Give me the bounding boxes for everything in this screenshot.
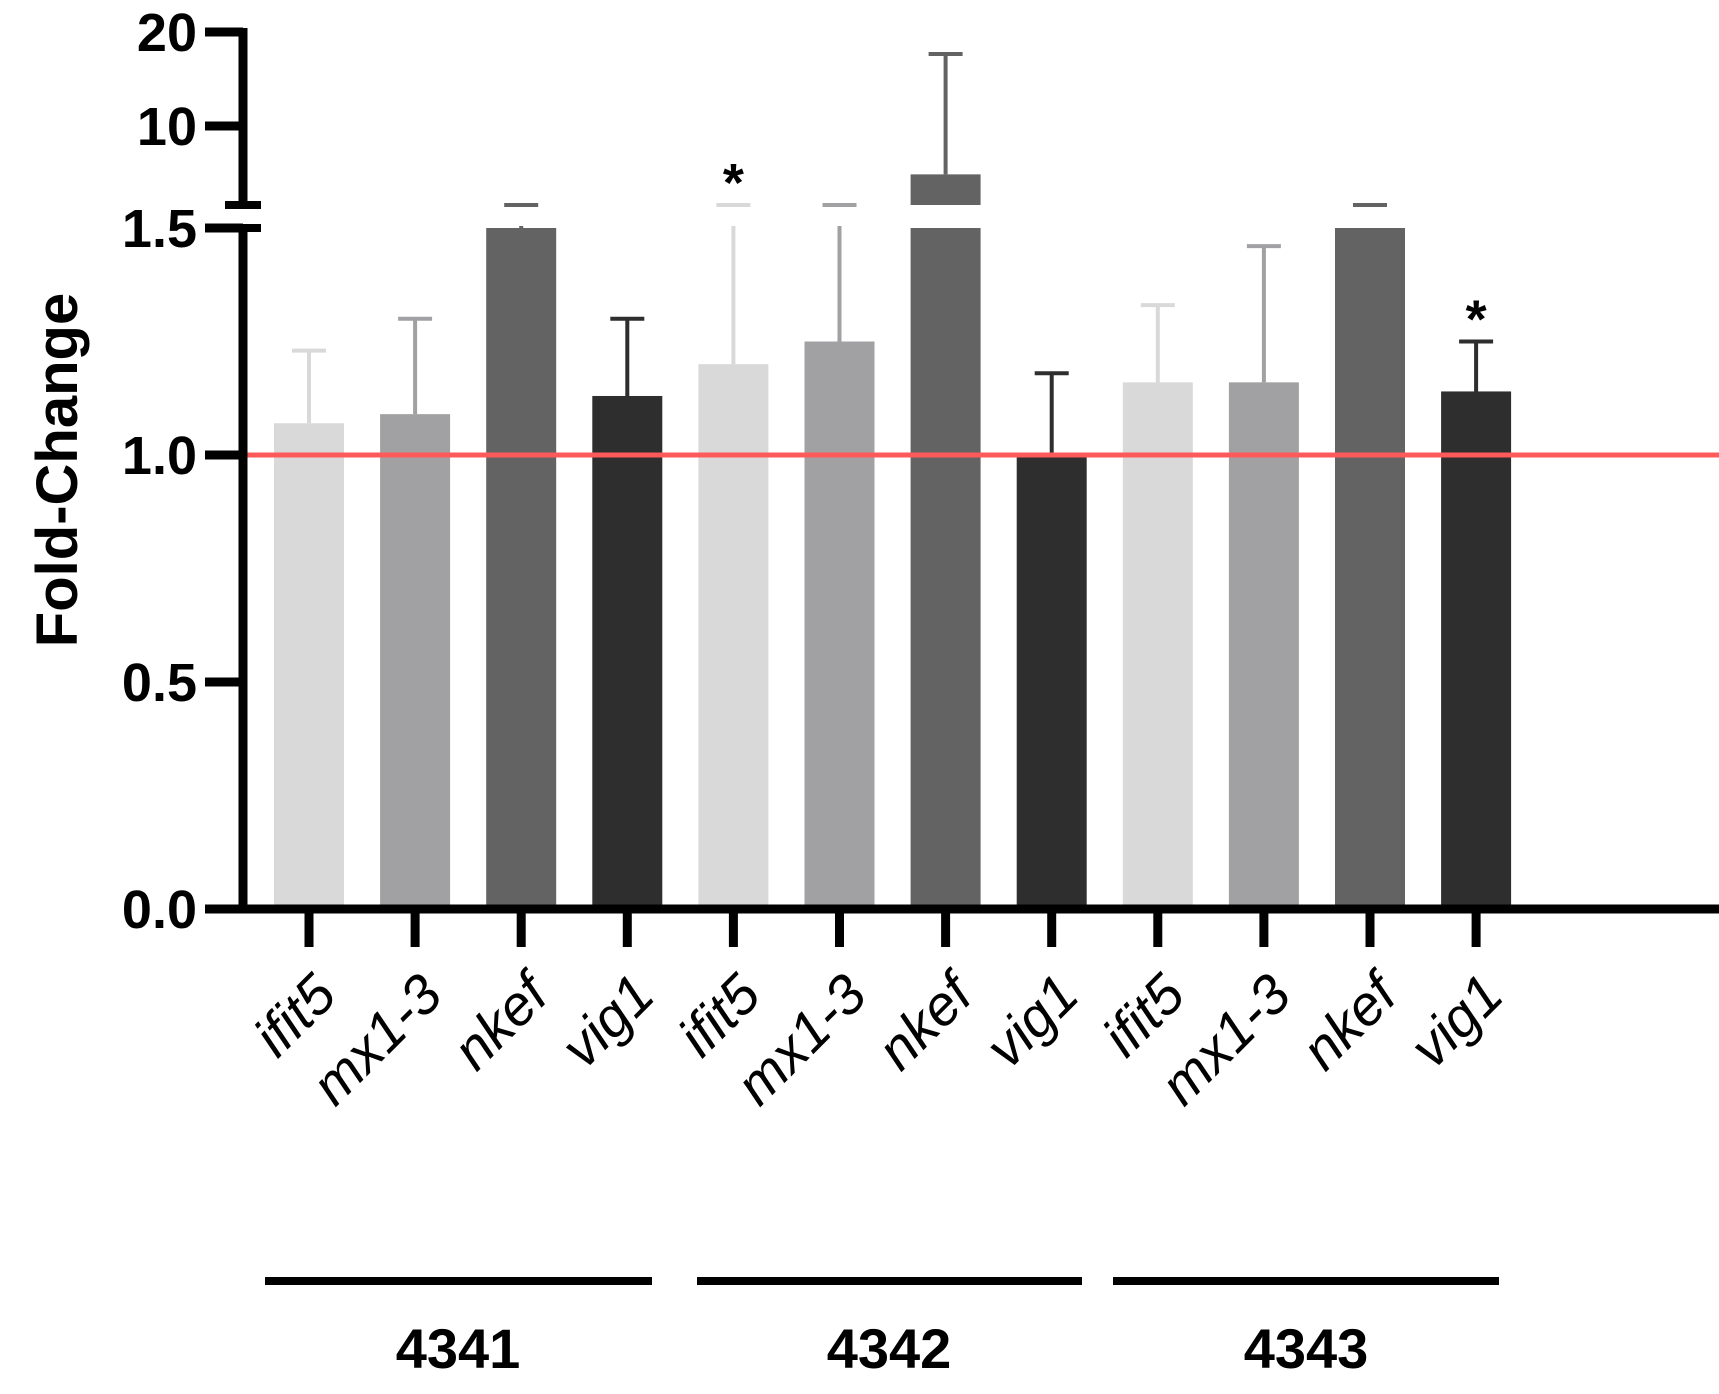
y-tick-label: 20 <box>137 3 197 63</box>
category-label-vig1: vig1 <box>1397 962 1514 1079</box>
category-label-vig1: vig1 <box>973 962 1090 1079</box>
bar-4341-ifit5 <box>274 423 344 909</box>
y-tick-label: 0.5 <box>122 653 197 713</box>
bar-4341-nkef <box>486 228 557 909</box>
category-label-nkef: nkef <box>440 958 563 1081</box>
bar-4343-mx1-3 <box>1228 382 1299 909</box>
bar-4342-vig1 <box>1016 455 1087 909</box>
bar-4342-ifit5 <box>698 364 769 909</box>
bar-4343-vig1 <box>1441 391 1512 909</box>
y-tick-label: 0.0 <box>122 880 197 940</box>
group-label-4343: 4343 <box>1244 1317 1369 1380</box>
significance-marker: * <box>1466 290 1487 350</box>
y-axis-label: Fold-Change <box>25 293 90 647</box>
y-tick-label: 10 <box>137 97 197 157</box>
bar-upper-4342-nkef <box>910 174 981 205</box>
bar-4341-mx1-3 <box>380 414 451 909</box>
axis-break-gap <box>248 207 1719 226</box>
group-label-4342: 4342 <box>827 1317 952 1380</box>
group-label-4341: 4341 <box>396 1317 521 1380</box>
category-label-vig1: vig1 <box>549 962 666 1079</box>
bar-4342-nkef <box>910 228 981 909</box>
y-tick-label: 1.5 <box>122 199 197 259</box>
bar-4343-ifit5 <box>1122 382 1193 909</box>
significance-marker: * <box>723 153 744 213</box>
bar-4341-vig1 <box>592 395 663 910</box>
y-tick-label: 1.0 <box>122 426 197 486</box>
category-label-nkef: nkef <box>865 958 988 1081</box>
bar-4343-nkef <box>1335 228 1405 909</box>
bar-4342-mx1-3 <box>804 341 875 909</box>
category-label-nkef: nkef <box>1289 958 1412 1081</box>
